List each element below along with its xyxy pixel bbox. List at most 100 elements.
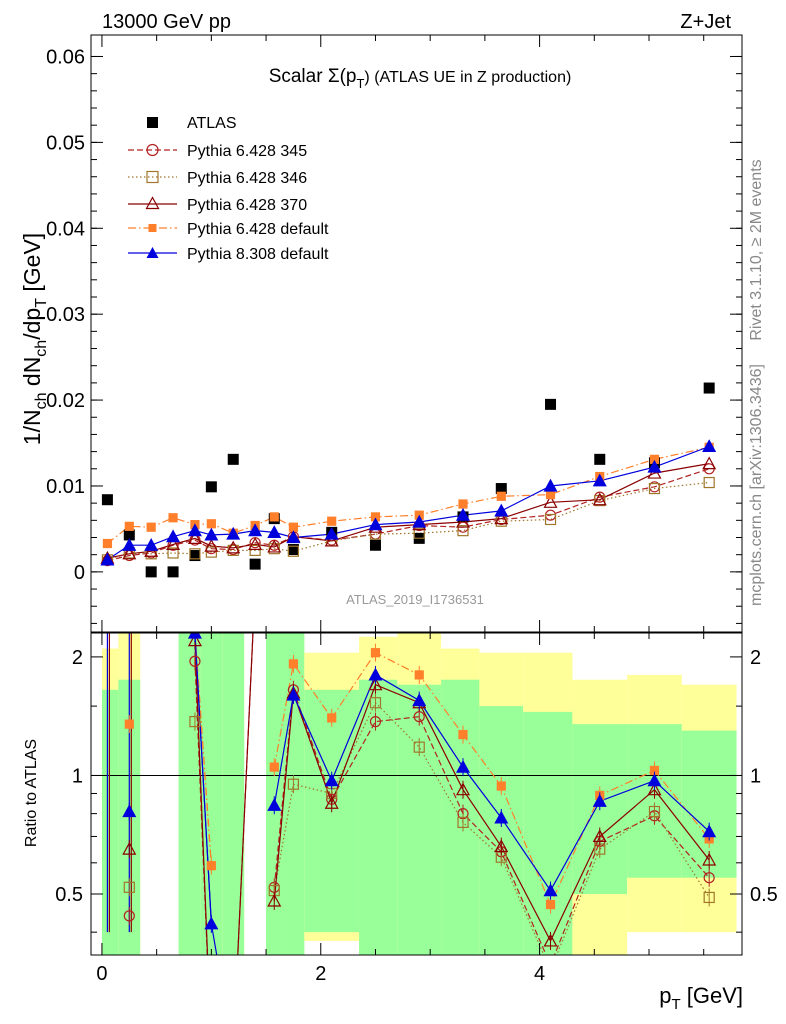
ratio-point-p345 <box>123 910 135 922</box>
band-inner <box>523 711 573 955</box>
ratio-point-p8def <box>412 693 427 707</box>
legend-p370-marker <box>145 196 160 210</box>
main-ytick-label: 0 <box>74 562 85 584</box>
ratio-point-p346 <box>703 891 715 904</box>
band-inner <box>397 684 442 955</box>
atlas-point <box>101 494 113 506</box>
ratio-point-p8def <box>494 810 509 824</box>
main-point-p346 <box>189 548 201 560</box>
legend-p346-marker <box>146 170 159 184</box>
main-point-p8def <box>647 459 662 473</box>
main-point-p370 <box>122 546 137 560</box>
band-inner <box>101 689 119 955</box>
ratio-panel: 0.5 0.51 12 20 2 4 Ratio to ATLAS pT [GeV] <box>23 632 778 1013</box>
main-point-p370 <box>455 514 471 528</box>
ratio-tick-labels: 0.5 0.5 1 1 2 2 0 2 4 <box>55 647 778 985</box>
main-point-p370 <box>324 533 339 547</box>
ratio-point-p6def <box>269 762 279 772</box>
ratio-point-p346 <box>287 778 300 790</box>
main-point-p370 <box>494 511 509 525</box>
ratio-point-p345 <box>703 872 715 884</box>
main-point-p8def <box>100 552 115 566</box>
ratio-point-p8def <box>647 773 662 787</box>
ratio-point-p8def <box>204 916 219 930</box>
main-point-p346 <box>249 544 261 556</box>
ratio-point-p8def <box>187 633 202 639</box>
ratio-point-p370 <box>368 677 383 691</box>
ratio-ytick-label: 2 <box>72 647 83 669</box>
main-point-p8def <box>204 527 219 541</box>
legend-p370: Pythia 6.428 370 <box>128 196 307 214</box>
ratio-point-p345 <box>189 655 201 667</box>
main-point-p370 <box>226 540 241 554</box>
legend-atlas: ATLAS <box>147 115 237 132</box>
legend-p6def-marker <box>148 224 157 232</box>
ratio-point-p8def <box>122 804 137 818</box>
legend-p370-label: Pythia 6.428 370 <box>187 197 307 214</box>
legend-p6def-label: Pythia 6.428 default <box>187 221 329 238</box>
atlas-point <box>145 566 157 578</box>
legend-p345: Pythia 6.428 345 <box>128 143 307 160</box>
main-point-p6def <box>458 499 468 509</box>
main-point-p8def <box>166 529 181 543</box>
title-suffix: ) (ATLAS UE in Z production) <box>364 69 571 86</box>
atlas-point <box>369 539 381 551</box>
atlas-point <box>167 566 179 578</box>
ratio-ytick-label-right: 2 <box>750 647 761 669</box>
main-point-p346 <box>413 527 425 539</box>
ratio-point-p8def <box>592 793 607 807</box>
main-point-p8def <box>543 478 558 492</box>
main-point-p346 <box>648 482 661 495</box>
main-point-p370 <box>187 531 202 544</box>
main-point-p6def <box>327 516 337 526</box>
main-point-p370 <box>166 537 181 550</box>
ratio-ytick-label-right: 1 <box>750 765 761 787</box>
main-point-p346 <box>703 476 715 489</box>
main-point-p346 <box>268 543 280 555</box>
legend-p346-label: Pythia 6.428 346 <box>187 170 307 187</box>
ratio-point-p6def <box>206 861 216 871</box>
main-point-p6def <box>496 491 506 501</box>
main-axis-ticks <box>91 35 742 632</box>
ratio-point-p8def <box>324 773 339 787</box>
legend-atlas-marker <box>147 117 158 128</box>
ratio-point-p8def <box>455 759 471 773</box>
main-ytick-labels: 0 0.01 0.02 0.03 0.04 0.05 0.06 <box>46 46 85 583</box>
band-inner <box>266 633 283 955</box>
ratio-point-p346 <box>413 741 425 753</box>
ratio-point-p8def <box>267 798 282 811</box>
main-ylabel: 1/Nch dNch/dpT [GeV] <box>19 233 50 445</box>
main-point-p346 <box>205 546 217 558</box>
main-point-p8def <box>122 537 137 551</box>
band-inner <box>479 706 524 955</box>
ratio-xtick-label: 2 <box>315 963 326 985</box>
legend-p346: Pythia 6.428 346 <box>128 170 307 187</box>
ratio-point-p6def <box>288 659 299 669</box>
band-inner <box>200 633 223 955</box>
ratio-point-p370 <box>592 829 607 843</box>
ratio-plot-area <box>91 633 742 955</box>
main-point-p8def <box>702 439 717 453</box>
ratio-point-p8def <box>286 687 301 701</box>
main-point-p6def <box>206 519 216 529</box>
main-point-p8def <box>324 526 339 540</box>
ratio-point-p8def <box>702 824 717 838</box>
main-point-p6def <box>124 521 134 531</box>
atlas-point <box>249 558 261 570</box>
ratio-point-p346 <box>457 816 469 828</box>
chart-title: Scalar Σ(pT) (ATLAS UE in Z production) <box>269 66 572 91</box>
ratio-frame <box>90 632 743 956</box>
main-point-p370 <box>543 495 558 508</box>
atlas-point <box>703 382 715 394</box>
band-inner <box>282 633 305 955</box>
main-markers <box>100 382 717 578</box>
ratio-point-p370 <box>267 893 282 907</box>
title-prefix: Scalar Σ(p <box>269 66 357 87</box>
ratio-xtick-label: 4 <box>534 963 545 985</box>
ratio-offscale-p370 <box>194 640 209 955</box>
main-point-p8def <box>592 473 607 487</box>
main-point-p8def <box>286 530 301 544</box>
ratio-point-p6def <box>370 648 381 658</box>
ratio-point-p370 <box>455 782 471 796</box>
main-point-p346 <box>287 545 300 557</box>
